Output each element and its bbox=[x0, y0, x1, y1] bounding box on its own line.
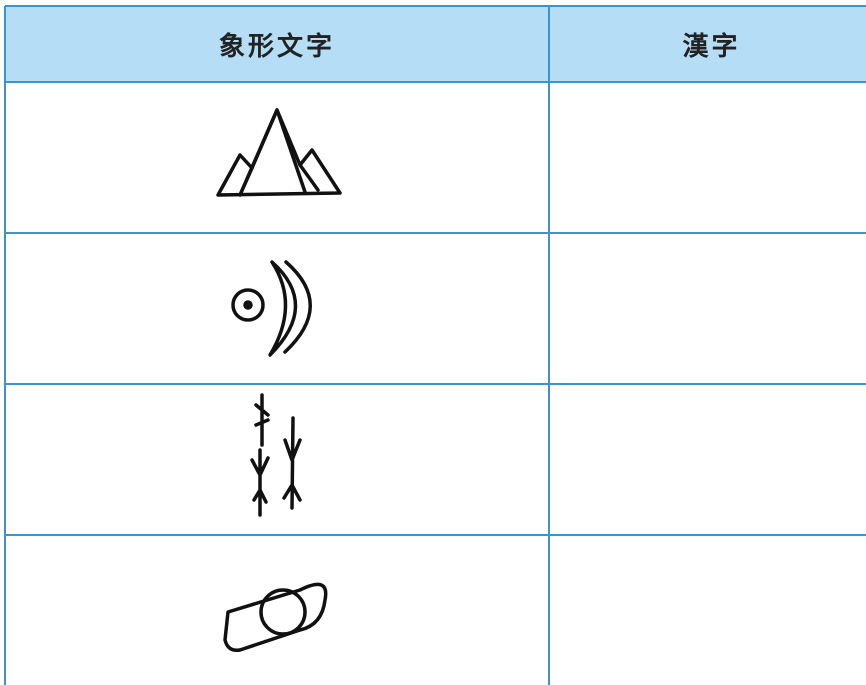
pictographs bbox=[216, 108, 342, 653]
moon-glyph bbox=[231, 260, 312, 357]
table-lines bbox=[4, 5, 866, 685]
trees-glyph bbox=[250, 393, 302, 517]
header-cell: 漢字 bbox=[682, 31, 741, 62]
header-cell: 象形文字 bbox=[218, 31, 335, 62]
header-background bbox=[5, 6, 866, 82]
mountain-glyph bbox=[216, 108, 342, 197]
hand-glyph bbox=[223, 582, 328, 653]
